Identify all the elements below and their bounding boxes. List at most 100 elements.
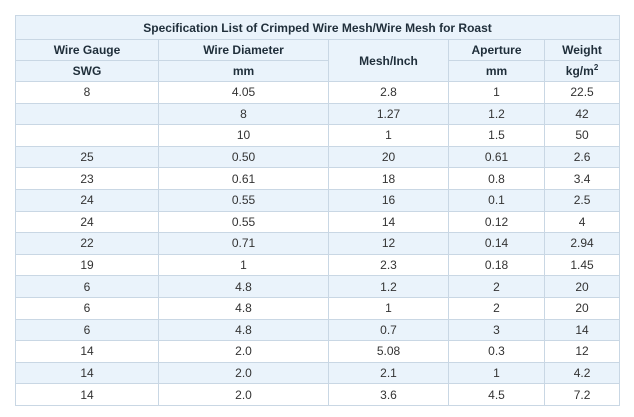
cell-gauge bbox=[15, 102, 159, 126]
table-row: 24 0.55 16 0.1 2.5 bbox=[15, 188, 621, 212]
cell-gauge: 25 bbox=[15, 145, 159, 169]
cell-gauge: 22 bbox=[15, 232, 159, 255]
header-mesh: Mesh/Inch bbox=[328, 39, 449, 82]
cell-gauge: 8 bbox=[15, 81, 159, 104]
table-row: 14 2.0 3.6 4.5 7.2 bbox=[15, 383, 621, 406]
cell-diameter: 2.0 bbox=[158, 340, 329, 363]
cell-diameter: 4.8 bbox=[158, 318, 329, 342]
cell-aperture: 1.2 bbox=[448, 102, 545, 126]
cell-mesh: 3.6 bbox=[328, 383, 449, 406]
cell-aperture: 1 bbox=[448, 81, 545, 104]
cell-mesh: 1 bbox=[328, 296, 449, 320]
table-row: 25 0.50 20 0.61 2.6 bbox=[15, 145, 621, 169]
weight-unit-text: kg/m bbox=[565, 64, 594, 78]
cell-gauge: 23 bbox=[15, 167, 159, 190]
cell-weight: 3.4 bbox=[543, 167, 621, 190]
header-wire-gauge: Wire Gauge bbox=[15, 39, 159, 61]
cell-gauge: 24 bbox=[15, 210, 159, 234]
cell-aperture: 0.8 bbox=[448, 167, 545, 190]
cell-weight: 2.5 bbox=[543, 188, 621, 212]
cell-weight: 42 bbox=[543, 102, 621, 126]
table-row: 6 4.8 1.2 2 20 bbox=[15, 275, 621, 298]
table-row: 8 4.05 2.8 1 22.5 bbox=[15, 81, 621, 104]
header-weight: Weight bbox=[543, 39, 621, 61]
header-weight-unit: kg/m2 bbox=[543, 60, 621, 82]
cell-mesh: 5.08 bbox=[328, 340, 449, 363]
cell-gauge: 24 bbox=[15, 188, 159, 212]
cell-aperture: 2 bbox=[448, 275, 545, 298]
table-row: 19 1 2.3 0.18 1.45 bbox=[15, 253, 621, 277]
cell-weight: 2.94 bbox=[543, 232, 621, 255]
cell-mesh: 12 bbox=[328, 232, 449, 255]
cell-aperture: 0.3 bbox=[448, 340, 545, 363]
cell-diameter: 4.8 bbox=[158, 296, 329, 320]
cell-mesh: 1.27 bbox=[328, 102, 449, 126]
cell-weight: 1.45 bbox=[543, 253, 621, 277]
cell-aperture: 0.12 bbox=[448, 210, 545, 234]
cell-aperture: 1.5 bbox=[448, 124, 545, 147]
cell-gauge: 14 bbox=[15, 383, 159, 406]
table-row: 22 0.71 12 0.14 2.94 bbox=[15, 232, 621, 255]
cell-gauge: 6 bbox=[15, 296, 159, 320]
cell-mesh: 20 bbox=[328, 145, 449, 169]
cell-mesh: 2.1 bbox=[328, 361, 449, 385]
table-body: 8 4.05 2.8 1 22.5 8 1.27 1.2 42 10 1 1.5 50 25 0.50 20 0… bbox=[15, 81, 621, 406]
cell-mesh: 1 bbox=[328, 124, 449, 147]
cell-gauge bbox=[15, 124, 159, 147]
cell-weight: 20 bbox=[543, 296, 621, 320]
cell-weight: 22.5 bbox=[543, 81, 621, 104]
cell-diameter: 0.61 bbox=[158, 167, 329, 190]
table-row: 8 1.27 1.2 42 bbox=[15, 102, 621, 126]
table-row: 6 4.8 0.7 3 14 bbox=[15, 318, 621, 342]
cell-gauge: 14 bbox=[15, 361, 159, 385]
spec-table: Specification List of Crimped Wire Mesh/… bbox=[14, 15, 621, 406]
cell-gauge: 19 bbox=[15, 253, 159, 277]
cell-diameter: 0.55 bbox=[158, 188, 329, 212]
table-title: Specification List of Crimped Wire Mesh/… bbox=[14, 15, 621, 40]
cell-aperture: 0.18 bbox=[448, 253, 545, 277]
header-wire-diameter: Wire Diameter bbox=[158, 39, 329, 61]
spec-table-container: Specification List of Crimped Wire Mesh/… bbox=[14, 15, 621, 406]
cell-diameter: 0.71 bbox=[158, 232, 329, 255]
cell-gauge: 6 bbox=[15, 275, 159, 298]
cell-diameter: 2.0 bbox=[158, 361, 329, 385]
cell-mesh: 16 bbox=[328, 188, 449, 212]
table-row: 23 0.61 18 0.8 3.4 bbox=[15, 167, 621, 190]
cell-weight: 4 bbox=[543, 210, 621, 234]
cell-diameter: 4.05 bbox=[158, 81, 329, 104]
cell-diameter: 10 bbox=[158, 124, 329, 147]
cell-weight: 4.2 bbox=[543, 361, 621, 385]
cell-diameter: 0.55 bbox=[158, 210, 329, 234]
table-row: 14 2.0 5.08 0.3 12 bbox=[15, 340, 621, 363]
cell-aperture: 4.5 bbox=[448, 383, 545, 406]
cell-aperture: 2 bbox=[448, 296, 545, 320]
header-aperture-unit: mm bbox=[448, 60, 545, 82]
cell-mesh: 2.8 bbox=[328, 81, 449, 104]
cell-weight: 20 bbox=[543, 275, 621, 298]
cell-diameter: 2.0 bbox=[158, 383, 329, 406]
table-row: 6 4.8 1 2 20 bbox=[15, 296, 621, 320]
cell-aperture: 0.1 bbox=[448, 188, 545, 212]
cell-aperture: 0.14 bbox=[448, 232, 545, 255]
cell-weight: 14 bbox=[543, 318, 621, 342]
cell-weight: 50 bbox=[543, 124, 621, 147]
cell-diameter: 0.50 bbox=[158, 145, 329, 169]
cell-aperture: 0.61 bbox=[448, 145, 545, 169]
weight-unit-superscript: 2 bbox=[593, 63, 599, 72]
cell-weight: 2.6 bbox=[543, 145, 621, 169]
cell-mesh: 2.3 bbox=[328, 253, 449, 277]
table-row: 14 2.0 2.1 1 4.2 bbox=[15, 361, 621, 385]
cell-gauge: 14 bbox=[15, 340, 159, 363]
cell-aperture: 3 bbox=[448, 318, 545, 342]
table-row: 24 0.55 14 0.12 4 bbox=[15, 210, 621, 234]
cell-diameter: 8 bbox=[158, 102, 329, 126]
header-aperture: Aperture bbox=[448, 39, 545, 61]
cell-weight: 12 bbox=[543, 340, 621, 363]
cell-mesh: 18 bbox=[328, 167, 449, 190]
cell-weight: 7.2 bbox=[543, 383, 621, 406]
cell-aperture: 1 bbox=[448, 361, 545, 385]
table-row: 10 1 1.5 50 bbox=[15, 124, 621, 147]
cell-gauge: 6 bbox=[15, 318, 159, 342]
cell-mesh: 1.2 bbox=[328, 275, 449, 298]
header-wire-diameter-unit: mm bbox=[158, 60, 329, 82]
